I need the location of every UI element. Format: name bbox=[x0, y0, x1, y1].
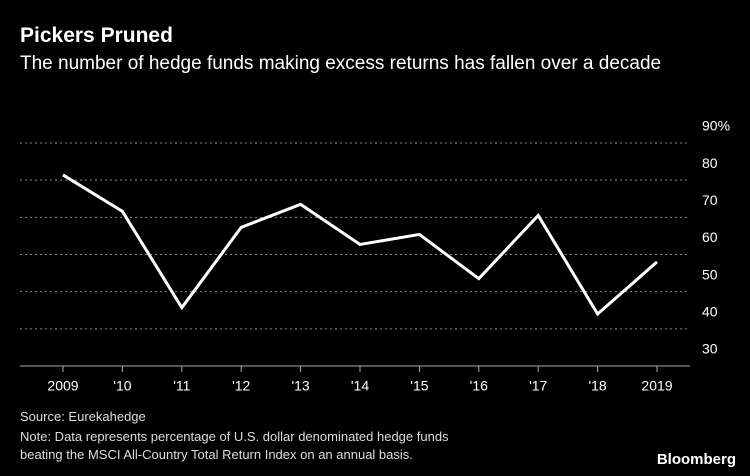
x-tick-label: '15 bbox=[410, 378, 428, 394]
y-tick-label: 80 bbox=[702, 155, 718, 171]
chart-title: Pickers Pruned bbox=[20, 24, 173, 47]
brand: Bloomberg bbox=[656, 451, 736, 468]
x-tick-label: '11 bbox=[173, 378, 190, 394]
y-tick-label: 70 bbox=[702, 192, 718, 208]
x-tick-label: '16 bbox=[470, 378, 488, 394]
chart-subtitle: The number of hedge funds making excess … bbox=[20, 53, 662, 74]
x-tick-label: '12 bbox=[232, 378, 250, 394]
x-tick-label: 2019 bbox=[641, 378, 672, 394]
y-tick-label: 40 bbox=[702, 304, 718, 320]
source: Source: Eurekahedge bbox=[20, 409, 146, 424]
x-tick-label: '18 bbox=[588, 378, 606, 394]
line bbox=[62, 173, 658, 317]
note: Note: Data represents percentage of U.S.… bbox=[20, 429, 449, 462]
y-tick-label: 60 bbox=[702, 229, 718, 245]
y-tick-label: 50 bbox=[702, 266, 718, 282]
x-tick-label: '14 bbox=[351, 378, 369, 394]
x-tick-label: '17 bbox=[529, 378, 547, 394]
y-tick-label: 90% bbox=[702, 118, 730, 134]
x-tick-label: '10 bbox=[113, 378, 131, 394]
x-tick-label: 2009 bbox=[47, 378, 78, 394]
y-tick-label: 30 bbox=[702, 341, 718, 357]
x-tick-label: '13 bbox=[291, 378, 309, 394]
